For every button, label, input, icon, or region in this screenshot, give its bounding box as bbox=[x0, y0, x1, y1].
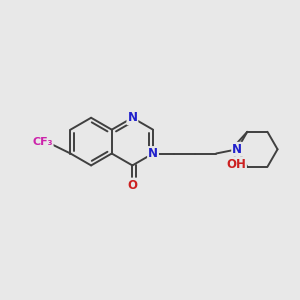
Text: N: N bbox=[128, 111, 137, 124]
Text: O: O bbox=[128, 178, 137, 192]
Text: N: N bbox=[148, 147, 158, 160]
Text: OH: OH bbox=[226, 158, 246, 171]
Text: N: N bbox=[232, 143, 242, 156]
Text: CF₃: CF₃ bbox=[32, 137, 53, 147]
